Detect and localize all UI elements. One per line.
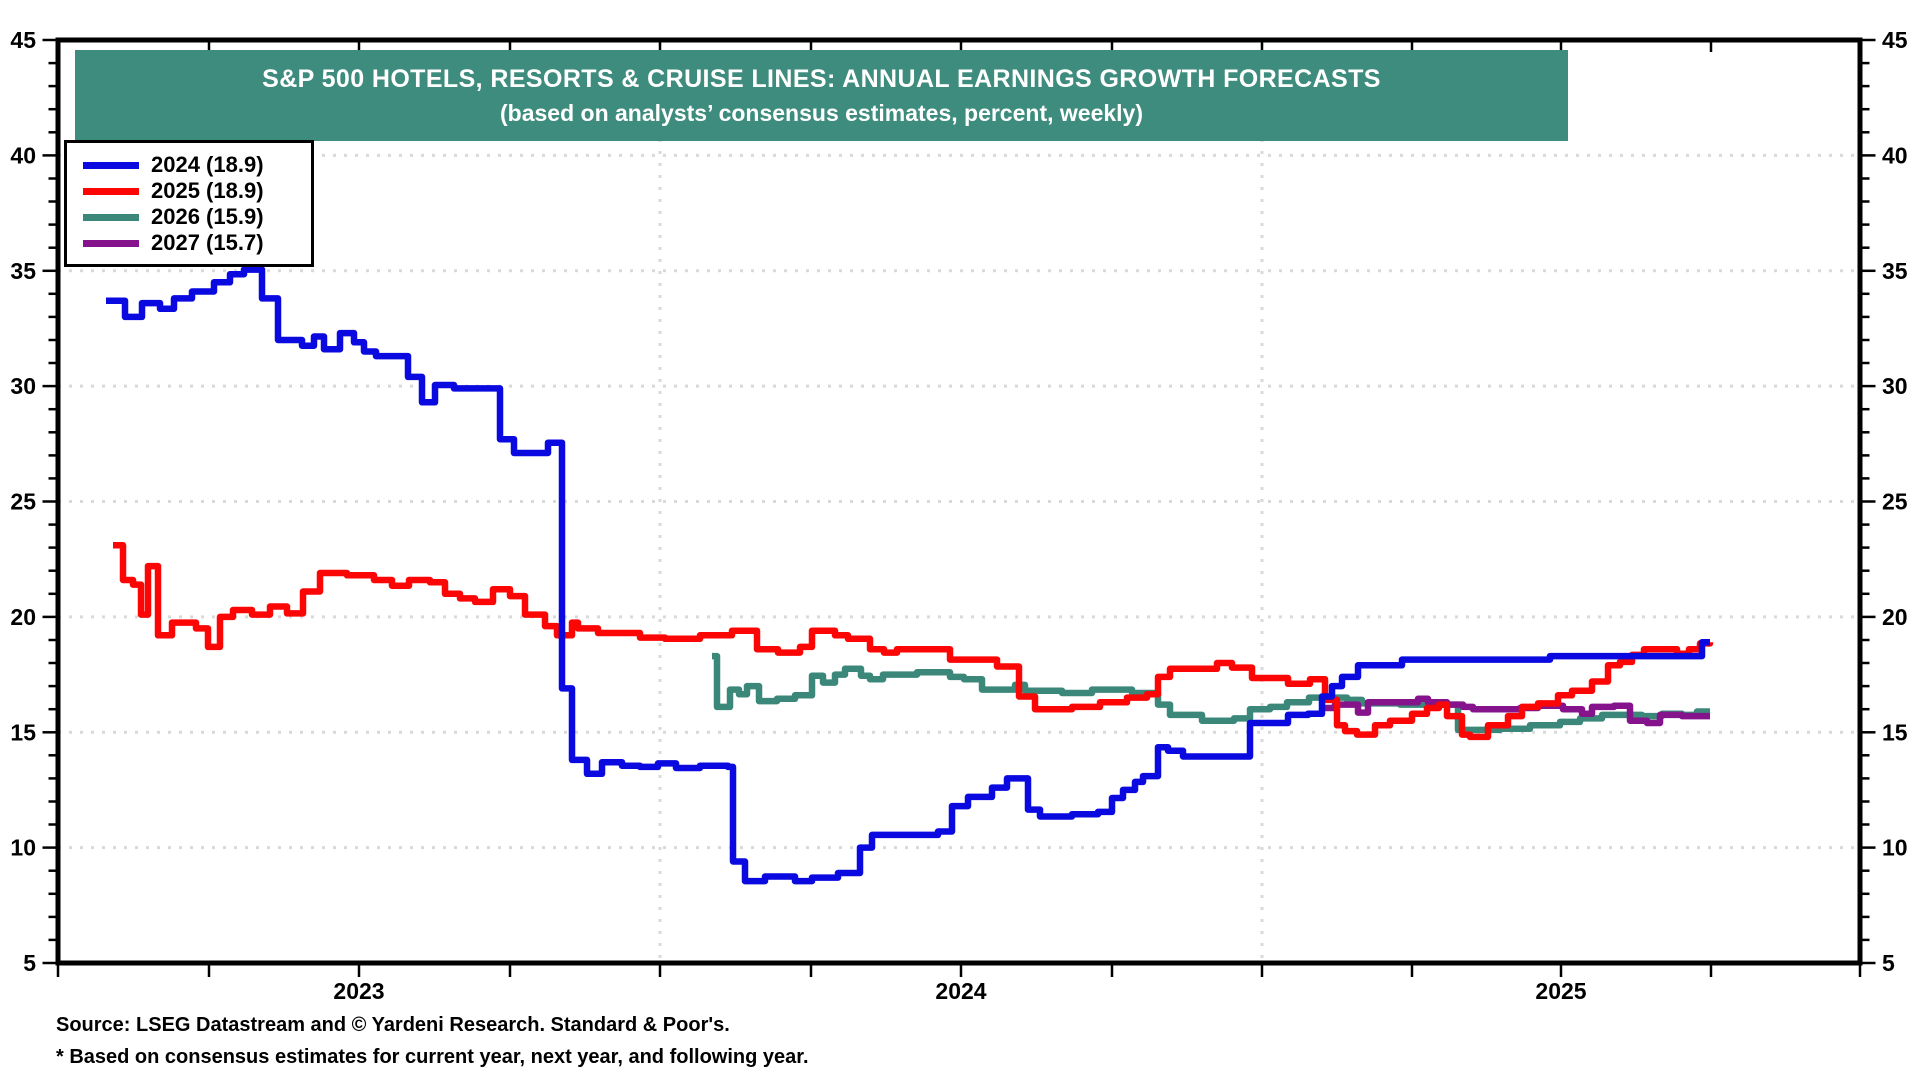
y-axis-label-left-10: 10 — [10, 835, 36, 861]
y-axis-label-left-40: 40 — [10, 142, 36, 168]
source-text: Source: LSEG Datastream and © Yardeni Re… — [56, 1014, 730, 1036]
series-line-2025 — [113, 542, 1714, 741]
legend-label-2024: 2024 (18.9) — [151, 152, 264, 177]
chart-title: S&P 500 HOTELS, RESORTS & CRUISE LINES: … — [262, 64, 1381, 93]
series-line-2024 — [106, 266, 1710, 885]
y-axis-label-left-20: 20 — [10, 604, 36, 630]
y-axis-label-left-5: 5 — [23, 950, 36, 976]
x-axis-year-label-2025: 2025 — [1535, 978, 1586, 1004]
y-axis-label-left-45: 45 — [10, 27, 36, 53]
plot-frame — [55, 37, 1863, 966]
y-axis-label-right-30: 30 — [1882, 373, 1908, 399]
legend-swatch-2024 — [83, 161, 139, 169]
legend-item-2026: 2026 (15.9) — [67, 204, 311, 230]
legend-swatch-2026 — [83, 213, 139, 221]
y-axis-label-right-45: 45 — [1882, 27, 1908, 53]
x-axis-year-label-2023: 2023 — [333, 978, 384, 1004]
x-axis-year-label-2024: 2024 — [935, 978, 986, 1004]
series-line-2026 — [712, 652, 1710, 734]
chart-subtitle: (based on analysts’ consensus estimates,… — [500, 99, 1143, 126]
y-axis-label-right-5: 5 — [1882, 950, 1895, 976]
y-axis-label-right-35: 35 — [1882, 258, 1908, 284]
y-axis-label-right-10: 10 — [1882, 835, 1908, 861]
y-axis-label-left-15: 15 — [10, 719, 36, 745]
y-axis-label-left-35: 35 — [10, 258, 36, 284]
y-axis-label-left-30: 30 — [10, 373, 36, 399]
legend-swatch-2025 — [83, 187, 139, 195]
y-axis-label-left-25: 25 — [10, 489, 36, 515]
y-axis-label-right-40: 40 — [1882, 142, 1908, 168]
y-axis-label-right-20: 20 — [1882, 604, 1908, 630]
legend-box: 2024 (18.9) 2025 (18.9) 2026 (15.9) 2027… — [64, 140, 314, 267]
legend-swatch-2027 — [83, 239, 139, 247]
series-line-2027 — [1322, 695, 1710, 727]
footnote-text: * Based on consensus estimates for curre… — [56, 1046, 809, 1068]
legend-label-2026: 2026 (15.9) — [151, 204, 264, 229]
legend-item-2027: 2027 (15.7) — [67, 230, 311, 256]
y-axis-label-right-25: 25 — [1882, 489, 1908, 515]
legend-item-2024: 2024 (18.9) — [67, 152, 311, 178]
title-banner: S&P 500 HOTELS, RESORTS & CRUISE LINES: … — [75, 50, 1568, 141]
legend-item-2025: 2025 (18.9) — [67, 178, 311, 204]
legend-label-2025: 2025 (18.9) — [151, 178, 264, 203]
y-axis-label-right-15: 15 — [1882, 719, 1908, 745]
legend-label-2027: 2027 (15.7) — [151, 230, 264, 255]
